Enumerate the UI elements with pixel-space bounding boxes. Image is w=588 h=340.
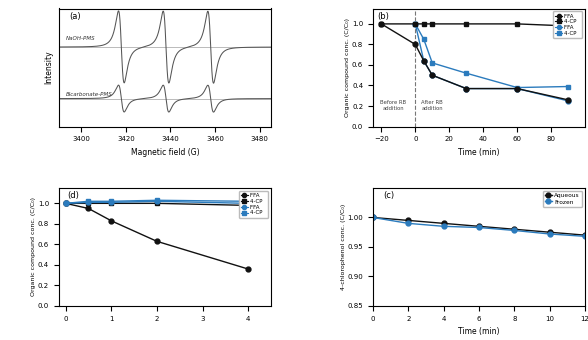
Frozen — [369, 216, 376, 220]
Line: Aqueous: Aqueous — [370, 215, 587, 238]
Legend: FFA , 4-CP , FFA  , 4-CP  : FFA , 4-CP , FFA , 4-CP — [239, 191, 268, 218]
Text: NaOH-PMS: NaOH-PMS — [65, 36, 95, 41]
Frozen — [440, 224, 447, 228]
X-axis label: Magnetic field (G): Magnetic field (G) — [131, 148, 199, 157]
Aqueous — [369, 216, 376, 220]
Text: (c): (c) — [383, 191, 395, 201]
Legend: FFA , 4-CP , FFA  , 4-CP  : FFA , 4-CP , FFA , 4-CP — [553, 11, 582, 38]
Y-axis label: Organic compound conc. (C/C₀): Organic compound conc. (C/C₀) — [31, 198, 36, 296]
Y-axis label: Intensity: Intensity — [44, 51, 54, 84]
Frozen — [511, 228, 518, 233]
Frozen — [476, 225, 483, 230]
Aqueous — [546, 230, 553, 234]
Line: Frozen: Frozen — [370, 215, 587, 239]
X-axis label: Time (min): Time (min) — [458, 327, 500, 336]
Aqueous — [511, 227, 518, 231]
Frozen — [582, 234, 588, 238]
Legend: Aqueous, Frozen: Aqueous, Frozen — [543, 191, 582, 207]
Text: (d): (d) — [67, 191, 79, 201]
Frozen — [546, 232, 553, 236]
Y-axis label: Organic compound conc. (C/C₀): Organic compound conc. (C/C₀) — [346, 18, 350, 117]
Text: Bicarbonate-PMS: Bicarbonate-PMS — [65, 92, 112, 97]
Aqueous — [582, 233, 588, 237]
Aqueous — [440, 221, 447, 225]
Frozen — [405, 221, 412, 225]
Text: (b): (b) — [377, 12, 389, 21]
Text: (a): (a) — [69, 12, 81, 21]
X-axis label: Time (min): Time (min) — [458, 148, 500, 157]
Y-axis label: 4-chlorophenol conc. (C/C₀): 4-chlorophenol conc. (C/C₀) — [341, 204, 346, 290]
Aqueous — [405, 218, 412, 222]
Aqueous — [476, 224, 483, 228]
Text: Before RB
addition: Before RB addition — [380, 100, 406, 111]
Text: After RB
addition: After RB addition — [422, 100, 443, 111]
